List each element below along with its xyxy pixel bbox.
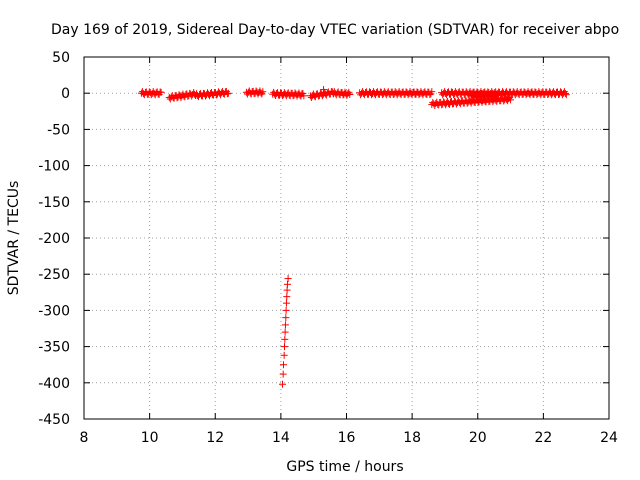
data-series-segment: [428, 94, 515, 109]
data-point: [279, 380, 287, 388]
x-axis-label: GPS time / hours: [286, 459, 403, 475]
x-tick-label: 8: [80, 430, 89, 446]
data-point: [279, 370, 287, 378]
y-tick-label: -450: [38, 412, 70, 428]
data-series-segment: [165, 89, 200, 103]
data-point: [259, 88, 267, 96]
data-point: [320, 86, 328, 94]
data-point: [283, 293, 291, 301]
data-point: [282, 314, 290, 322]
x-tick-label: 20: [469, 430, 487, 446]
data-point: [282, 299, 290, 307]
y-tick-label: -250: [38, 267, 70, 283]
data-point: [493, 90, 501, 98]
axes: 8 10 12 14 16 18 20 22 24 50 0 -50 -100 -150 -200 -250 -…: [38, 50, 618, 446]
data-point: [281, 335, 289, 343]
data-point: [283, 280, 291, 288]
data-point: [282, 306, 290, 314]
y-tick-label: -100: [38, 159, 70, 175]
data-point: [281, 321, 289, 329]
y-tick-label: 50: [52, 50, 70, 66]
data-point: [300, 92, 308, 100]
data-point: [157, 88, 165, 96]
x-tick-label: 10: [141, 430, 159, 446]
x-tick-label: 14: [272, 430, 290, 446]
data-point: [223, 90, 231, 98]
x-tick-label: 24: [600, 430, 618, 446]
data-point: [280, 351, 288, 359]
y-axis-label: SDTVAR / TECUs: [6, 181, 22, 296]
data-series-segment: [438, 88, 570, 99]
x-tick-label: 16: [338, 430, 356, 446]
y-tick-label: -350: [38, 340, 70, 356]
y-tick-label: -400: [38, 376, 70, 392]
data-point: [281, 328, 289, 336]
data-series-segment: [467, 90, 501, 101]
data-series-segment: [269, 88, 308, 100]
x-tick-label: 12: [206, 430, 224, 446]
data-point: [561, 90, 569, 98]
y-tick-label: 0: [61, 86, 70, 102]
data-point: [507, 96, 515, 104]
grid: [84, 57, 609, 419]
data-point: [280, 361, 287, 369]
y-tick-label: -200: [38, 231, 70, 247]
data-point: [346, 91, 354, 99]
data-point: [428, 88, 436, 96]
data-series-segment: [137, 88, 165, 99]
chart-title: Day 169 of 2019, Sidereal Day-to-day VTE…: [51, 22, 619, 38]
y-tick-label: -50: [47, 122, 70, 138]
y-tick-label: -150: [38, 195, 70, 211]
x-tick-label: 22: [534, 430, 552, 446]
data-point: [224, 89, 232, 97]
x-tick-label: 18: [403, 430, 421, 446]
data-series-segment: [242, 87, 267, 98]
data-markers: [137, 86, 570, 388]
data-series-segment: [192, 87, 232, 101]
data-series-segment: [356, 88, 436, 99]
y-tick-label: -300: [38, 303, 70, 319]
data-point: [562, 91, 570, 99]
data-point: [284, 275, 292, 283]
data-point: [280, 343, 288, 351]
data-series-segment: [329, 88, 354, 99]
